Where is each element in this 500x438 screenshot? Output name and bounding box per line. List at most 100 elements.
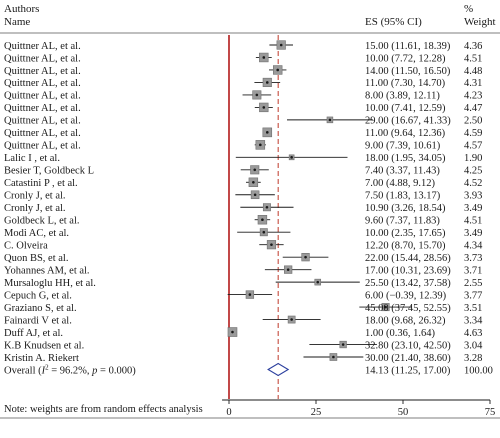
study-label: Lalic I , et al. xyxy=(4,153,60,164)
point-estimate xyxy=(290,318,293,321)
point-estimate xyxy=(290,156,293,159)
study-label: Quon BS, et al. xyxy=(4,253,68,264)
weight-value: 4.59 xyxy=(464,128,482,139)
study-label: Modi AC, et al. xyxy=(4,228,69,239)
weight-value: 4.51 xyxy=(464,53,482,64)
study-row: Modi AC, et al. 10.00 (2.35, 17.65) 3.49 xyxy=(4,228,482,239)
study-label: Cronly J, et al. xyxy=(4,203,66,214)
x-tick-label: 25 xyxy=(311,407,322,418)
weight-value: 3.77 xyxy=(464,290,482,301)
study-row: Fainardi V et al. 18.00 (9.68, 26.32) 3.34 xyxy=(4,315,483,326)
study-row: C. Olveira 12.20 (8.70, 15.70) 4.34 xyxy=(4,240,483,251)
study-rows: Quittner AL, et al. 15.00 (11.61, 18.39) 4… xyxy=(4,40,483,364)
overall-row: Overall (I2 = 96.2%, p = 0.000) 14.13 (11… xyxy=(4,362,493,377)
study-label: Kristin A. Riekert xyxy=(4,353,79,364)
study-label: Cepuch G, et al. xyxy=(4,290,72,301)
header-name: Name xyxy=(4,16,30,28)
point-estimate xyxy=(255,93,259,97)
study-label: Duff AJ, et al. xyxy=(4,328,63,339)
point-estimate xyxy=(304,255,307,259)
study-row: Quittner AL, et al. 10.00 (7.41, 12.59) 4.… xyxy=(4,102,482,114)
study-row: Kristin A. Riekert 30.00 (21.40, 38.60) 3.… xyxy=(4,353,482,364)
weight-value: 4.48 xyxy=(464,66,482,77)
study-label: Quittner AL, et al. xyxy=(4,128,81,139)
study-row: Cepuch G, et al. 6.00 (−0.39, 12.39) 3.77 xyxy=(4,290,482,301)
weight-value: 3.49 xyxy=(464,203,482,214)
weight-value: 3.34 xyxy=(464,315,483,326)
weight-value: 4.36 xyxy=(464,41,482,52)
study-label: Quittner AL, et al. xyxy=(4,78,81,89)
study-label: Yohannes AM, et al. xyxy=(4,265,90,276)
study-label: Mursaloglu HH, et al. xyxy=(4,278,96,289)
weight-value: 3.71 xyxy=(464,265,482,276)
es-ci-value: 17.00 (10.31, 23.69) xyxy=(365,265,451,276)
study-row: Quittner AL, et al. 8.00 (3.89, 12.11) 4.2… xyxy=(4,90,482,102)
es-ci-value: 9.00 (7.39, 10.61) xyxy=(365,141,441,152)
footnote: Note: weights are from random effects an… xyxy=(4,404,203,415)
es-ci-value: 1.00 (0.36, 1.64) xyxy=(365,328,435,339)
study-label: Quittner AL, et al. xyxy=(4,103,81,114)
es-ci-value: 18.00 (1.95, 34.05) xyxy=(365,153,446,164)
study-label: K.B Knudsen et al. xyxy=(4,340,84,351)
es-ci-value: 7.00 (4.88, 9.12) xyxy=(365,178,435,189)
es-ci-value: 22.00 (15.44, 28.56) xyxy=(365,253,451,264)
study-row: Yohannes AM, et al. 17.00 (10.31, 23.69) 3… xyxy=(4,265,482,276)
point-estimate xyxy=(253,168,257,172)
overall-weight: 100.00 xyxy=(464,365,493,376)
weight-value: 3.93 xyxy=(464,191,482,202)
point-estimate xyxy=(270,243,273,246)
point-estimate xyxy=(265,131,269,134)
x-tick-label: 75 xyxy=(485,407,496,418)
study-row: Goldbeck L, et al. 9.60 (7.37, 11.83) 4.51 xyxy=(4,215,482,227)
point-estimate xyxy=(328,118,332,122)
es-ci-value: 9.60 (7.37, 11.83) xyxy=(365,216,440,227)
study-row: Quon BS, et al. 22.00 (15.44, 28.56) 3.73 xyxy=(4,253,482,264)
header-es-ci: ES (95% CI) xyxy=(365,16,422,28)
study-row: Graziano S, et al. 45.00 (37.45, 52.55) 3.… xyxy=(4,303,482,314)
es-ci-value: 7.40 (3.37, 11.43) xyxy=(365,166,440,177)
study-label: Quittner AL, et al. xyxy=(4,41,81,52)
study-row: Lalic I , et al. 18.00 (1.95, 34.05) 1.90 xyxy=(4,153,482,164)
weight-value: 4.63 xyxy=(464,328,482,339)
weight-value: 2.50 xyxy=(464,116,482,127)
weight-value: 3.04 xyxy=(464,340,483,351)
es-ci-value: 18.00 (9.68, 26.32) xyxy=(365,315,446,326)
overall-es-ci: 14.13 (11.25, 17.00) xyxy=(365,365,451,376)
x-tick-label: 0 xyxy=(226,407,231,418)
point-estimate xyxy=(253,193,257,197)
study-row: Mursaloglu HH, et al. 25.50 (13.42, 37.58… xyxy=(4,278,482,289)
study-row: Quittner AL, et al. 29.00 (16.67, 41.33) 2… xyxy=(4,116,482,127)
study-label: C. Olveira xyxy=(4,240,48,251)
header-percent: % xyxy=(464,3,473,15)
overall-diamond xyxy=(267,362,290,377)
weight-value: 4.47 xyxy=(464,103,482,114)
es-ci-value: 10.90 (3.26, 18.54) xyxy=(365,203,446,214)
study-row: Duff AJ, et al. 1.00 (0.36, 1.64) 4.63 xyxy=(4,327,482,339)
study-label: Quittner AL, et al. xyxy=(4,141,81,152)
point-estimate xyxy=(248,293,252,296)
column-headers: Authors Name ES (95% CI) % Weight xyxy=(4,3,496,28)
study-label: Cronly J, et al. xyxy=(4,191,66,202)
study-label: Goldbeck L, et al. xyxy=(4,216,80,227)
study-label: Quittner AL, et al. xyxy=(4,91,81,102)
point-estimate xyxy=(252,180,255,184)
weight-value: 3.51 xyxy=(464,303,482,314)
study-row: Catastini P , et al. 7.00 (4.88, 9.12) 4.5… xyxy=(4,177,482,189)
study-label: Besier T, Goldbeck L xyxy=(4,166,94,177)
x-axis: 0 25 50 75 xyxy=(222,399,496,418)
header-weight: Weight xyxy=(464,16,496,28)
point-estimate xyxy=(286,268,290,271)
study-label: Quittner AL, et al. xyxy=(4,53,81,64)
es-ci-value: 14.00 (11.50, 16.50) xyxy=(365,66,451,77)
point-estimate xyxy=(262,56,266,59)
weight-value: 4.23 xyxy=(464,91,482,102)
overall-label: Overall (I2 = 96.2%, p = 0.000) xyxy=(4,363,136,376)
study-label: Fainardi V et al. xyxy=(4,315,72,326)
es-ci-value: 11.00 (7.30, 14.70) xyxy=(365,78,446,89)
study-row: Cronly J, et al. 10.90 (3.26, 18.54) 3.49 xyxy=(4,203,482,214)
es-ci-value: 12.20 (8.70, 15.70) xyxy=(365,240,446,251)
weight-value: 3.73 xyxy=(464,253,482,264)
study-row: Quittner AL, et al. 15.00 (11.61, 18.39) 4… xyxy=(4,40,482,52)
weight-value: 2.55 xyxy=(464,278,482,289)
